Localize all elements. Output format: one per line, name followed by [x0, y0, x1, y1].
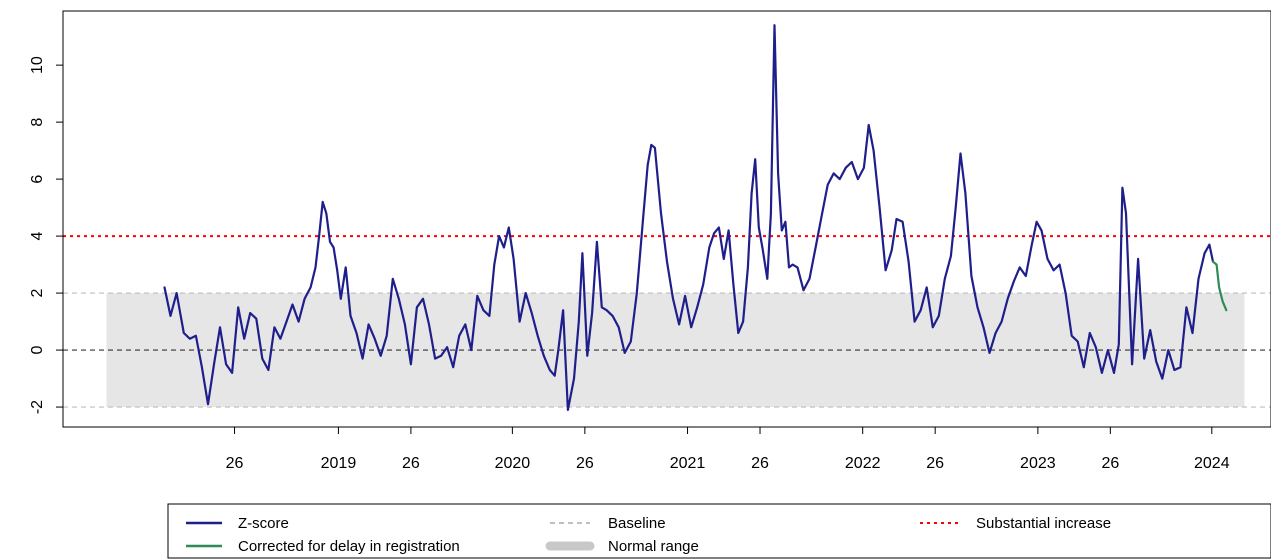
y-tick-label: 8: [29, 118, 46, 127]
plot-frame: [62, 10, 1271, 428]
y-tick-label: -2: [29, 400, 46, 414]
legend-label-z-score: Z-score: [238, 515, 289, 532]
series-line-z-score: [163, 24, 1215, 411]
plot-area: [63, 24, 1271, 411]
x-tick-label: 2024: [1194, 455, 1230, 472]
x-tick-label: 26: [226, 455, 244, 472]
legend-label-corrected: Corrected for delay in registration: [238, 538, 460, 555]
legend-label-baseline: Baseline: [608, 515, 666, 532]
x-tick-label: 2019: [321, 455, 357, 472]
y-tick-label: 4: [29, 232, 46, 241]
x-tick-label: 26: [926, 455, 944, 472]
x-tick-label: 2022: [845, 455, 881, 472]
legend-label-normal-range: Normal range: [608, 538, 699, 555]
x-tick-label: 26: [1101, 455, 1119, 472]
axes: -2 0 2 4 6 8 10 26 2019 26 2020 26 2021 26 2022 26 2023 2…: [29, 56, 1230, 472]
series-line-corrected: [1211, 260, 1228, 312]
x-tick-label: 2021: [670, 455, 706, 472]
x-tick-label: 26: [576, 455, 594, 472]
x-tick-label: 2023: [1020, 455, 1056, 472]
y-tick-label: 2: [29, 289, 46, 298]
y-tick-label: 10: [29, 56, 46, 74]
x-tick-label: 26: [402, 455, 420, 472]
legend: Z-score Corrected for delay in registrat…: [167, 503, 1271, 559]
legend-label-substantial-increase: Substantial increase: [976, 515, 1111, 532]
legend-box: [167, 503, 1271, 559]
x-tick-label: 2020: [495, 455, 531, 472]
x-tick-label: 26: [751, 455, 769, 472]
y-tick-label: 0: [29, 346, 46, 355]
y-tick-label: 6: [29, 175, 46, 184]
